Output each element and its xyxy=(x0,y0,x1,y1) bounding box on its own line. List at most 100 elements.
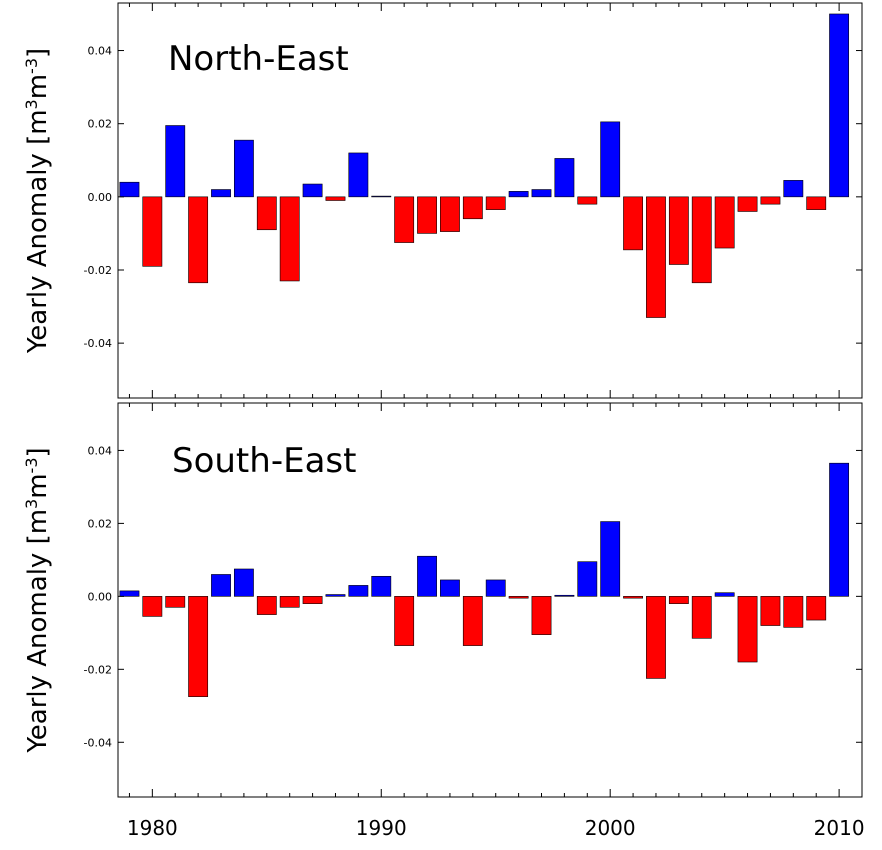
panel-south-east: -0.04 -0.02 0.00 0.02 0.04 South-East Yearly… xyxy=(22,402,863,798)
bar-1999 xyxy=(577,561,598,597)
bar-1992 xyxy=(417,196,437,234)
bar-1996 xyxy=(508,191,529,198)
bar-1981 xyxy=(165,125,186,198)
panel-frame xyxy=(117,402,863,798)
bar-2006 xyxy=(737,196,758,212)
bar-2007 xyxy=(760,196,781,205)
bar-2001 xyxy=(623,196,643,251)
bar-2008 xyxy=(783,180,804,198)
y-tick-label: -0.02 xyxy=(84,663,112,676)
bar-1990 xyxy=(371,195,392,198)
bar-1996 xyxy=(508,596,529,599)
bar-1979 xyxy=(119,590,140,597)
y-axis-label-end: ] xyxy=(23,447,53,457)
y-tick-label: 0.00 xyxy=(88,191,113,204)
bar-1979 xyxy=(119,181,140,198)
bar-1980 xyxy=(142,196,163,267)
bar-1983 xyxy=(211,574,231,597)
bar-1980 xyxy=(142,596,163,617)
y-tick-label: 0.02 xyxy=(88,517,113,530)
bar-2003 xyxy=(668,196,689,265)
bar-2008 xyxy=(783,596,804,628)
y-axis-ticks: -0.04 -0.02 0.00 0.02 0.04 xyxy=(84,444,862,749)
bar-1990 xyxy=(371,575,392,597)
bar-1981 xyxy=(165,596,186,608)
bar-1998 xyxy=(554,158,575,198)
bar-1993 xyxy=(440,196,460,232)
x-axis-ticks xyxy=(128,403,863,797)
bar-2004 xyxy=(691,596,712,639)
bar-1987 xyxy=(302,183,323,198)
bar-1994 xyxy=(462,596,483,646)
bar-2001 xyxy=(623,596,643,599)
bar-group xyxy=(119,13,850,318)
bar-1984 xyxy=(233,139,254,198)
bar-1993 xyxy=(440,579,460,597)
bar-2010 xyxy=(829,13,850,198)
bar-1992 xyxy=(417,555,437,597)
y-axis-label: Yearly Anomaly [m3m-3] xyxy=(22,48,54,354)
bar-2009 xyxy=(806,596,827,621)
bar-1991 xyxy=(394,596,415,646)
bar-2004 xyxy=(691,196,712,284)
bar-1986 xyxy=(279,196,300,282)
y-axis-label-mid: m xyxy=(23,473,53,498)
y-tick-label: -0.04 xyxy=(84,337,112,350)
bar-1983 xyxy=(211,189,231,198)
y-tick-label: 0.04 xyxy=(88,45,113,58)
y-axis-ticks: -0.04 -0.02 0.00 0.02 0.04 xyxy=(84,45,862,350)
y-axis-label-sup2: -3 xyxy=(22,58,41,74)
bar-2007 xyxy=(760,596,781,626)
bar-2002 xyxy=(646,596,666,679)
y-axis-label-mid: m xyxy=(23,74,53,99)
x-tick-label: 2010 xyxy=(814,816,865,840)
bar-1988 xyxy=(325,196,346,201)
bar-2005 xyxy=(714,196,735,249)
bar-2005 xyxy=(714,592,735,597)
bar-1994 xyxy=(462,196,483,220)
panel-title: South-East xyxy=(172,441,356,481)
y-tick-label: 0.02 xyxy=(88,118,113,131)
x-tick-label: 2000 xyxy=(585,816,636,840)
panel-title: North-East xyxy=(168,39,349,79)
bar-1997 xyxy=(531,189,552,198)
y-tick-label: -0.02 xyxy=(84,264,112,277)
bar-1989 xyxy=(348,585,369,597)
x-tick-label: 1980 xyxy=(127,816,178,840)
bar-2009 xyxy=(806,196,827,210)
panel-frame xyxy=(117,2,863,399)
bar-1995 xyxy=(485,196,506,210)
bar-1988 xyxy=(325,594,346,597)
bar-1985 xyxy=(256,596,277,615)
bar-2000 xyxy=(600,121,621,198)
bar-2000 xyxy=(600,521,621,597)
y-tick-label: -0.04 xyxy=(84,736,112,749)
y-axis-label-sup2: -3 xyxy=(22,457,41,473)
y-axis-label-end: ] xyxy=(23,48,53,58)
bar-1995 xyxy=(485,579,506,597)
y-axis-label: Yearly Anomaly [m3m-3] xyxy=(22,447,54,753)
bar-2006 xyxy=(737,596,758,663)
bar-2010 xyxy=(829,462,850,597)
bar-1999 xyxy=(577,196,598,205)
y-axis-label-sup1: 3 xyxy=(22,99,41,109)
y-tick-label: 0.04 xyxy=(88,444,113,457)
bar-1997 xyxy=(531,596,552,635)
bar-group xyxy=(119,462,850,697)
y-axis-label-main: Yearly Anomaly [m xyxy=(23,109,53,354)
bar-1987 xyxy=(302,596,323,604)
bar-2002 xyxy=(646,196,666,318)
bar-1985 xyxy=(256,196,277,231)
bar-1986 xyxy=(279,596,300,608)
bar-1998 xyxy=(554,594,575,597)
bar-1991 xyxy=(394,196,415,243)
x-axis-ticks xyxy=(128,3,863,398)
bar-2003 xyxy=(668,596,689,604)
x-axis-tick-labels: 1980 1990 2000 2010 xyxy=(127,816,865,840)
y-axis-label-sup1: 3 xyxy=(22,499,41,509)
bar-1982 xyxy=(188,596,209,697)
panel-north-east: -0.04 -0.02 0.00 0.02 0.04 North-East Yearly… xyxy=(22,2,863,399)
bar-1989 xyxy=(348,152,369,198)
y-tick-label: 0.00 xyxy=(88,590,113,603)
